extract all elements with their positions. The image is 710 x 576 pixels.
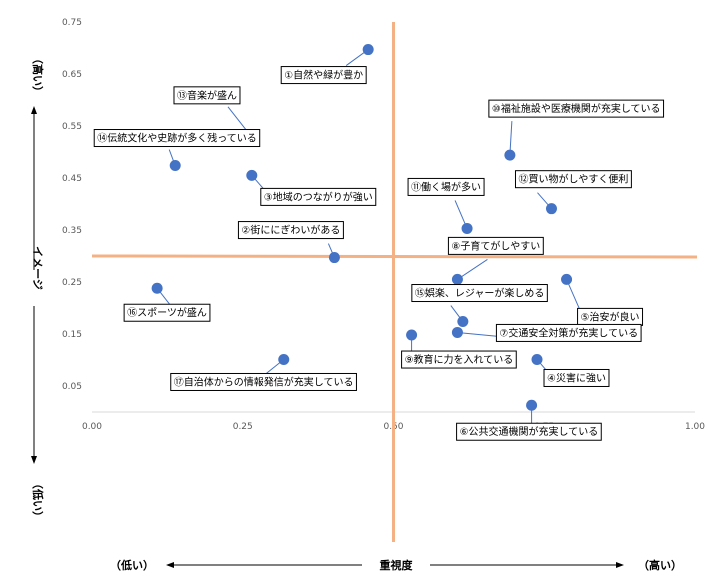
data-point [504, 149, 516, 161]
data-label-box [173, 86, 241, 105]
y-arrow-down-head [31, 456, 37, 464]
data-label: ⑬音楽が盛ん [177, 89, 237, 102]
y-tick-label: 0.65 [62, 70, 82, 80]
data-label-group: ⑨教育に力を入れている [401, 350, 517, 369]
data-label: ①自然や緑が豊か [284, 69, 363, 82]
data-label-group: ④災害に強い [543, 368, 610, 387]
data-label: ⑰自治体からの情報発信が充実している [174, 375, 354, 388]
data-label-box [407, 177, 485, 196]
data-point [457, 316, 469, 328]
leader-line [457, 258, 488, 280]
data-label: ⑪働く場が多い [411, 180, 481, 193]
data-label-group: ②街ににぎわいがある [237, 221, 344, 240]
data-label-box [514, 170, 632, 189]
data-label: ⑥公共交通機関が充実している [460, 425, 599, 438]
y-tick-label: 0.05 [62, 382, 82, 392]
leader-line [509, 121, 513, 156]
data-point [461, 222, 473, 234]
y-low-label: （低い） [31, 478, 45, 522]
data-label-group: ⑭伝統文化や史跡が多く残っている [93, 129, 261, 148]
x-low-label: （低い） [110, 558, 154, 572]
data-label: ②街ににぎわいがある [241, 224, 340, 237]
y-arrow-up-head [31, 106, 37, 114]
leader-line [566, 279, 582, 312]
data-label-group: ⑤治安が良い [577, 307, 644, 326]
data-label: ⑧子育てがしやすい [451, 239, 540, 252]
data-point [362, 44, 374, 56]
data-label-box [543, 368, 610, 387]
data-point [451, 326, 463, 338]
data-label-box [488, 99, 665, 118]
data-label-box [237, 221, 344, 240]
data-label: ⑤治安が良い [581, 310, 640, 323]
data-label-group: ⑥公共交通機関が充実している [456, 422, 602, 441]
data-label: ④災害に強い [547, 371, 606, 384]
x-arrow-left-head [166, 562, 174, 568]
data-point [451, 273, 463, 285]
data-point [561, 273, 573, 285]
data-point [169, 160, 181, 172]
x-tick-label: 1.00 [685, 422, 705, 432]
data-label-box [260, 187, 377, 206]
data-point [545, 203, 557, 215]
data-point [151, 282, 163, 294]
x-arrow-right-head [616, 562, 624, 568]
data-label-box [401, 350, 517, 369]
x-high-label: （高い） [638, 558, 682, 572]
data-label-box [170, 372, 357, 391]
reference-lines [91, 22, 698, 542]
y-tick-label: 0.15 [62, 330, 82, 340]
data-label-box [447, 236, 544, 255]
y-tick-label: 0.35 [62, 226, 82, 236]
data-label-box [123, 303, 211, 322]
data-point [328, 252, 340, 264]
horizontal-reference-line [91, 254, 698, 259]
data-label: ⑮娯楽、レジャーが楽しめる [415, 287, 544, 300]
data-label: ⑩福祉施設や医療機関が充実している [492, 102, 661, 115]
data-label: ③地域のつながりが強い [264, 190, 373, 203]
y-tick-label: 0.45 [62, 174, 82, 184]
data-label-group: ⑫買い物がしやすく便利 [514, 170, 632, 189]
leader-line [457, 331, 500, 337]
data-point [246, 169, 258, 181]
y-axis-annotation: （高い） イメージ （低い） [31, 53, 45, 522]
data-label-group: ⑮娯楽、レジャーが楽しめる [411, 284, 548, 303]
data-label-group: ⑰自治体からの情報発信が充実している [170, 372, 357, 391]
data-label-group: ①自然や緑が豊か [280, 66, 367, 85]
data-label: ⑭伝統文化や史跡が多く残っている [97, 132, 257, 145]
data-label-group: ⑦交通安全対策が充実している [495, 323, 642, 342]
y-tick-label: 0.55 [62, 122, 82, 132]
data-point [526, 399, 538, 411]
data-label-group: ⑬音楽が盛ん [173, 86, 241, 105]
data-labels: ①自然や緑が豊か ②街ににぎわいがある ③地域のつながりが強い ④災害に強い ⑤治安が良… [93, 66, 665, 441]
y-tick-labels: 0.75 0.65 0.55 0.45 0.35 0.25 0.15 0.05 [62, 18, 82, 392]
data-label: ⑫買い物がしやすく便利 [518, 173, 628, 186]
data-label: ⑯スポーツが盛ん [127, 306, 207, 319]
data-label-box [411, 284, 548, 303]
data-label-group: ⑯スポーツが盛ん [123, 303, 211, 322]
y-tick-label: 0.75 [62, 18, 82, 28]
y-high-label: （高い） [31, 53, 45, 97]
data-label-group: ③地域のつながりが強い [260, 187, 377, 206]
data-point [278, 353, 290, 365]
x-tick-label: 0.00 [82, 422, 102, 432]
y-axis-title: イメージ [31, 246, 44, 290]
data-point [406, 329, 418, 341]
x-tick-label: 0.25 [233, 422, 253, 432]
data-label-box [93, 129, 261, 148]
data-point [531, 353, 543, 365]
data-label-box [456, 422, 602, 441]
x-axis-title: 重視度 [380, 558, 414, 572]
x-axis-annotation: （低い） 重視度 （高い） [110, 558, 682, 572]
data-label-box [280, 66, 367, 85]
data-label: ⑨教育に力を入れている [405, 353, 514, 366]
data-label-group: ⑩福祉施設や医療機関が充実している [488, 99, 665, 118]
data-label-group: ⑪働く場が多い [407, 177, 485, 196]
data-label: ⑦交通安全対策が充実している [499, 326, 638, 339]
y-tick-label: 0.25 [62, 278, 82, 288]
data-label-group: ⑧子育てがしやすい [447, 236, 544, 255]
data-label-box [495, 323, 642, 342]
